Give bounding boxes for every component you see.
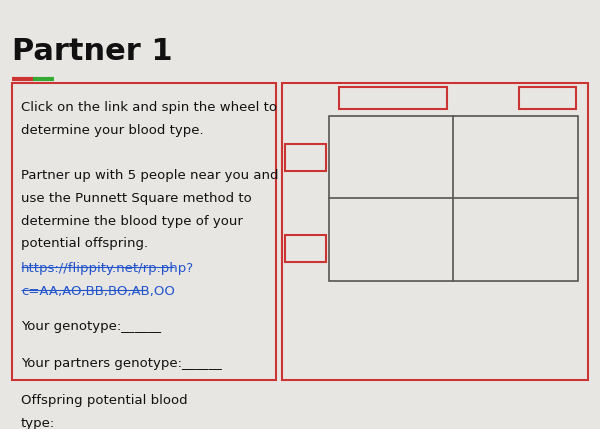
Bar (285, 145, 326, 171)
Bar (329, 115, 578, 281)
Text: determine the blood type of your: determine the blood type of your (21, 214, 243, 228)
Text: type:_________: type:_________ (21, 417, 115, 429)
Text: Partner 1: Partner 1 (12, 37, 173, 66)
Text: Partner up with 5 people near you and: Partner up with 5 people near you and (21, 169, 278, 182)
Bar (282, 82, 588, 380)
Bar (519, 87, 576, 109)
Text: c=AA,AO,BB,BO,AB,OO: c=AA,AO,BB,BO,AB,OO (21, 285, 175, 298)
Text: Your genotype:______: Your genotype:______ (21, 320, 161, 333)
Text: use the Punnett Square method to: use the Punnett Square method to (21, 192, 252, 205)
Text: potential offspring.: potential offspring. (21, 237, 148, 250)
Text: Offspring potential blood: Offspring potential blood (21, 394, 188, 407)
Bar (339, 87, 447, 109)
Bar (285, 235, 326, 262)
Text: determine your blood type.: determine your blood type. (21, 124, 203, 137)
Text: https://flippity.net/rp.php?: https://flippity.net/rp.php? (21, 262, 194, 275)
Bar (12, 82, 276, 380)
Text: Click on the link and spin the wheel to: Click on the link and spin the wheel to (21, 101, 277, 114)
Text: Your partners genotype:______: Your partners genotype:______ (21, 357, 222, 370)
